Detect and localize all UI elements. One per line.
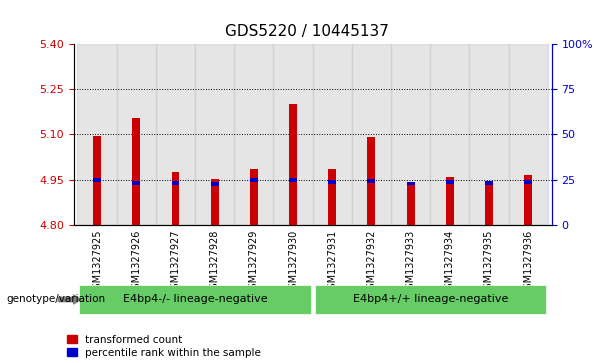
- Bar: [368, 137, 375, 225]
- Bar: [289, 104, 297, 225]
- Bar: [250, 179, 257, 182]
- Bar: [77, 44, 116, 225]
- Bar: [313, 44, 352, 225]
- Bar: [446, 180, 454, 184]
- Bar: [524, 175, 532, 225]
- Bar: [406, 182, 414, 185]
- Bar: [116, 44, 156, 225]
- Bar: [93, 136, 101, 225]
- Bar: [470, 44, 509, 225]
- Bar: [485, 181, 493, 184]
- Bar: [172, 172, 180, 225]
- FancyBboxPatch shape: [80, 285, 311, 314]
- Bar: [509, 44, 548, 225]
- Bar: [329, 169, 336, 225]
- Bar: [289, 179, 297, 182]
- Bar: [446, 177, 454, 225]
- Text: GDS5220 / 10445137: GDS5220 / 10445137: [224, 24, 389, 38]
- Bar: [234, 44, 273, 225]
- Bar: [524, 180, 532, 184]
- FancyBboxPatch shape: [314, 285, 546, 314]
- Legend: transformed count, percentile rank within the sample: transformed count, percentile rank withi…: [66, 335, 261, 358]
- Bar: [195, 44, 234, 225]
- Bar: [406, 183, 414, 225]
- Bar: [430, 44, 470, 225]
- Bar: [391, 44, 430, 225]
- Bar: [93, 179, 101, 182]
- Bar: [250, 169, 257, 225]
- Bar: [172, 181, 180, 184]
- Text: genotype/variation: genotype/variation: [6, 294, 105, 305]
- Bar: [132, 118, 140, 225]
- Text: E4bp4+/+ lineage-negative: E4bp4+/+ lineage-negative: [352, 294, 508, 305]
- Bar: [329, 180, 336, 184]
- Bar: [352, 44, 391, 225]
- Bar: [156, 44, 195, 225]
- Bar: [132, 181, 140, 184]
- Bar: [211, 179, 219, 225]
- Text: E4bp4-/- lineage-negative: E4bp4-/- lineage-negative: [123, 294, 267, 305]
- Bar: [485, 183, 493, 225]
- Bar: [273, 44, 313, 225]
- Bar: [211, 183, 219, 186]
- Bar: [368, 179, 375, 183]
